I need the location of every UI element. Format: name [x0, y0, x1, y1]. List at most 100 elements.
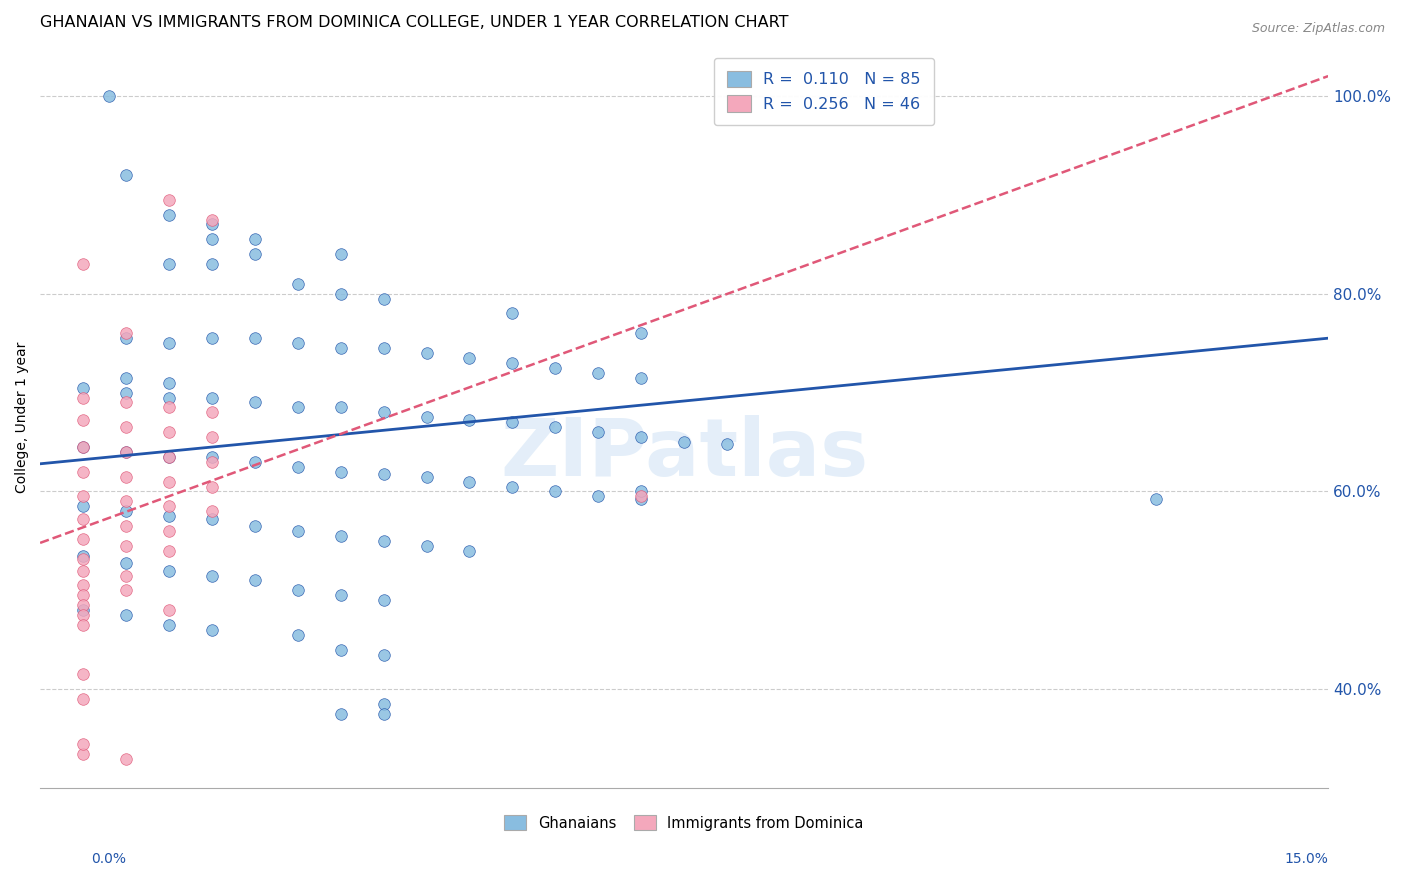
Point	[72, 465, 94, 479]
Point	[373, 697, 395, 711]
Point	[115, 326, 138, 341]
Point	[72, 512, 94, 526]
Point	[157, 336, 180, 351]
Point	[287, 583, 309, 598]
Point	[287, 628, 309, 642]
Point	[588, 490, 610, 504]
Point	[201, 405, 224, 419]
Point	[115, 469, 138, 483]
Point	[72, 564, 94, 578]
Point	[157, 509, 180, 524]
Point	[157, 425, 180, 439]
Point	[201, 568, 224, 582]
Point	[115, 519, 138, 533]
Point	[373, 467, 395, 481]
Point	[630, 492, 652, 507]
Text: 15.0%: 15.0%	[1285, 853, 1329, 866]
Point	[329, 706, 352, 721]
Text: Source: ZipAtlas.com: Source: ZipAtlas.com	[1251, 22, 1385, 36]
Point	[72, 381, 94, 395]
Point	[243, 331, 266, 345]
Point	[72, 532, 94, 546]
Point	[115, 539, 138, 553]
Point	[630, 430, 652, 444]
Point	[329, 529, 352, 543]
Point	[72, 551, 94, 566]
Point	[201, 257, 224, 271]
Point	[72, 747, 94, 761]
Point	[157, 193, 180, 207]
Point	[115, 556, 138, 570]
Point	[243, 247, 266, 261]
Point	[243, 574, 266, 588]
Point	[72, 549, 94, 563]
Point	[588, 366, 610, 380]
Point	[201, 479, 224, 493]
Point	[373, 593, 395, 607]
Point	[72, 692, 94, 706]
Point	[115, 608, 138, 623]
Point	[201, 623, 224, 637]
Point	[72, 440, 94, 454]
Point	[415, 539, 437, 553]
Point	[373, 706, 395, 721]
Text: GHANAIAN VS IMMIGRANTS FROM DOMINICA COLLEGE, UNDER 1 YEAR CORRELATION CHART: GHANAIAN VS IMMIGRANTS FROM DOMINICA COL…	[41, 15, 789, 30]
Point	[673, 435, 696, 450]
Point	[201, 512, 224, 526]
Point	[501, 306, 523, 320]
Point	[201, 504, 224, 518]
Point	[501, 356, 523, 370]
Point	[157, 603, 180, 617]
Point	[415, 410, 437, 425]
Point	[72, 667, 94, 681]
Point	[72, 500, 94, 514]
Point	[157, 618, 180, 632]
Point	[201, 430, 224, 444]
Point	[287, 401, 309, 415]
Point	[72, 413, 94, 427]
Point	[115, 331, 138, 345]
Point	[115, 385, 138, 400]
Point	[115, 420, 138, 434]
Point	[716, 437, 738, 451]
Point	[115, 395, 138, 409]
Point	[329, 341, 352, 355]
Point	[630, 326, 652, 341]
Point	[157, 257, 180, 271]
Point	[201, 331, 224, 345]
Point	[157, 475, 180, 489]
Point	[72, 257, 94, 271]
Point	[630, 490, 652, 504]
Point	[115, 494, 138, 508]
Point	[115, 168, 138, 182]
Point	[115, 445, 138, 459]
Point	[115, 583, 138, 598]
Point	[157, 544, 180, 558]
Point	[243, 395, 266, 409]
Point	[630, 370, 652, 384]
Point	[201, 212, 224, 227]
Point	[157, 450, 180, 464]
Point	[201, 455, 224, 469]
Point	[243, 232, 266, 246]
Point	[72, 618, 94, 632]
Point	[157, 564, 180, 578]
Point	[157, 401, 180, 415]
Point	[373, 533, 395, 548]
Point	[115, 445, 138, 459]
Point	[373, 341, 395, 355]
Point	[72, 737, 94, 751]
Point	[115, 504, 138, 518]
Point	[373, 292, 395, 306]
Text: 0.0%: 0.0%	[91, 853, 127, 866]
Text: ZIPatlas: ZIPatlas	[501, 416, 869, 493]
Point	[458, 475, 481, 489]
Point	[72, 391, 94, 405]
Point	[329, 465, 352, 479]
Point	[72, 578, 94, 592]
Point	[501, 415, 523, 429]
Point	[243, 455, 266, 469]
Point	[329, 588, 352, 602]
Point	[329, 642, 352, 657]
Point	[415, 469, 437, 483]
